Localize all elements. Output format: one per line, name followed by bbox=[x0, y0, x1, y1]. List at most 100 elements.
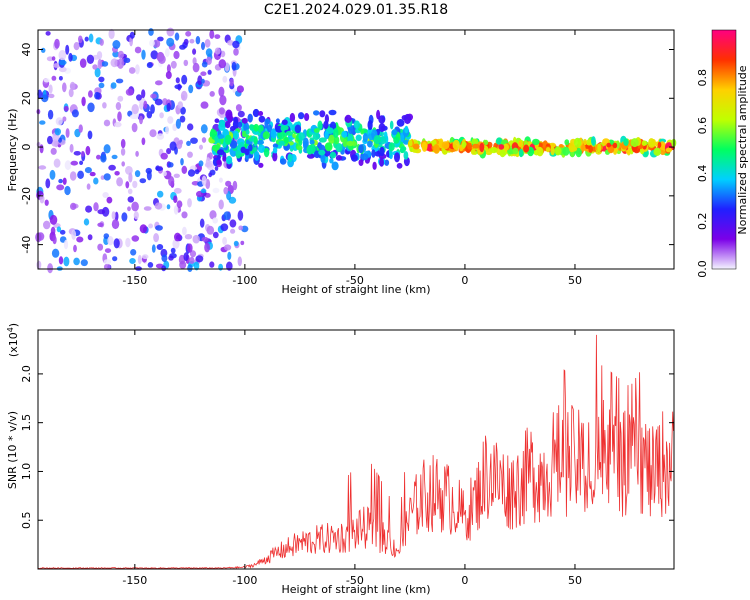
heatmap-cell-147 bbox=[172, 123, 178, 132]
heatmap-cell-798 bbox=[248, 137, 254, 142]
snr-xticks-label-3: 0 bbox=[461, 574, 468, 587]
heatmap-cell-1228 bbox=[433, 144, 440, 154]
snr-exponent-label: (x104) bbox=[6, 323, 20, 357]
heatmap-cell-436 bbox=[233, 48, 239, 56]
heatmap-cell-49 bbox=[83, 218, 90, 226]
heatmap-cell-457 bbox=[233, 240, 239, 247]
heatmap-cell-87 bbox=[166, 148, 172, 155]
heatmap-cell-419 bbox=[168, 162, 174, 168]
heatmap-cell-44 bbox=[86, 183, 91, 190]
heatmap-cell-423 bbox=[220, 50, 226, 58]
heatmap-cell-33 bbox=[179, 115, 186, 123]
heatmap-cell-397 bbox=[106, 196, 113, 204]
heatmap-cell-40 bbox=[94, 67, 101, 78]
heat-y-tick-label-3: 20 bbox=[20, 91, 33, 105]
heatmap-cell-417 bbox=[229, 219, 237, 228]
heatmap-cell-479 bbox=[113, 238, 120, 249]
snr-y-tick-label-3: 2.0 bbox=[20, 365, 33, 383]
heatmap-cell-86 bbox=[98, 76, 105, 83]
heatmap-cell-338 bbox=[110, 82, 117, 89]
heatmap-cell-794 bbox=[298, 112, 305, 120]
heatmap-cell-286 bbox=[175, 77, 180, 84]
heatmap-cell-424 bbox=[55, 117, 63, 126]
heatmap-cell-1288 bbox=[512, 147, 519, 155]
heatmap-cell-160 bbox=[47, 109, 54, 120]
heatmap-cell-446 bbox=[135, 150, 139, 157]
heatmap-cell-118 bbox=[92, 64, 98, 70]
heatmap-cell-580 bbox=[313, 110, 320, 116]
heatmap-cell-400 bbox=[205, 157, 211, 168]
heatmap-cell-497 bbox=[125, 88, 134, 96]
heatmap-cell-167 bbox=[149, 129, 157, 138]
heatmap-cell-804 bbox=[212, 157, 219, 167]
heatmap-cell-64 bbox=[81, 150, 85, 157]
snr-xticks-label-1: -100 bbox=[232, 574, 257, 587]
heatmap-cell-512 bbox=[56, 226, 62, 233]
heatmap-cell-1180 bbox=[648, 141, 656, 148]
heatmap-cell-172 bbox=[181, 165, 188, 174]
heatmap-cell-30 bbox=[88, 90, 93, 98]
heatmap-cell-1286 bbox=[641, 140, 647, 146]
heatmap-cell-421 bbox=[139, 178, 147, 184]
heatmap-cell-109 bbox=[108, 164, 116, 171]
heatmap-cell-77 bbox=[77, 170, 84, 179]
snr-x-ticks: -150 -100 -50 0 50 bbox=[122, 330, 582, 587]
heatmap-cell-936 bbox=[393, 136, 400, 144]
heatmap-cell-486 bbox=[71, 109, 79, 118]
snr-panel: -150 -100 -50 0 50 0.5 1.0 1.5 2.0 Height of st… bbox=[6, 323, 675, 596]
heatmap-cell-819 bbox=[320, 154, 326, 164]
heatmap-cell-793 bbox=[230, 126, 236, 131]
heatmap-cell-168 bbox=[198, 160, 204, 167]
heatmap-cell-39 bbox=[151, 244, 156, 253]
snr-y-tick-label-1: 1.0 bbox=[20, 463, 33, 481]
heatmap-cell-518 bbox=[153, 233, 160, 243]
heatmap-cell-136 bbox=[64, 160, 72, 171]
heatmap-cell-88 bbox=[209, 210, 217, 220]
heatmap-cell-760 bbox=[317, 120, 323, 131]
heat-xticks-label-0: -150 bbox=[122, 274, 147, 287]
heatmap-cell-481 bbox=[54, 128, 61, 136]
heatmap-cell-145 bbox=[162, 170, 167, 177]
heatmap-cell-83 bbox=[209, 261, 215, 268]
heatmap-cell-372 bbox=[223, 187, 229, 195]
heatmap-cell-482 bbox=[166, 27, 175, 37]
heatmap-cell-392 bbox=[123, 57, 131, 63]
heatmap-x-ticks: -150 -100 -50 0 50 bbox=[122, 30, 582, 287]
heatmap-cell-165 bbox=[156, 133, 165, 140]
heatmap-cell-907 bbox=[391, 129, 398, 136]
heatmap-cell-909 bbox=[306, 146, 313, 155]
heatmap-cell-1281 bbox=[665, 147, 673, 153]
heatmap-cell-1169 bbox=[653, 147, 661, 156]
heatmap-cell-473 bbox=[155, 166, 163, 171]
heatmap-cell-169 bbox=[58, 178, 63, 184]
heatmap-cell-258 bbox=[63, 105, 69, 112]
heatmap-cell-822 bbox=[287, 153, 293, 163]
heatmap-cell-461 bbox=[176, 140, 183, 150]
heatmap-cell-245 bbox=[36, 260, 42, 270]
heatmap-cell-843 bbox=[358, 144, 364, 154]
heatmap-cell-458 bbox=[139, 224, 148, 234]
heatmap-cell-892 bbox=[296, 145, 303, 151]
heatmap-cell-391 bbox=[84, 36, 89, 42]
heatmap-cell-347 bbox=[45, 178, 51, 189]
heatmap-cell-114 bbox=[80, 259, 88, 267]
heat-y-tick-label-1: -20 bbox=[20, 187, 33, 205]
heatmap-panel: -150 -100 -50 0 50 -40 -20 0 20 40 Height of str… bbox=[6, 27, 677, 296]
heatmap-cell-249 bbox=[170, 247, 176, 254]
heatmap-cell-1276 bbox=[498, 144, 505, 150]
heatmap-cell-62 bbox=[134, 46, 142, 54]
heatmap-cell-858 bbox=[212, 144, 220, 152]
heatmap-cell-11 bbox=[121, 212, 128, 222]
heatmap-cell-496 bbox=[187, 169, 196, 177]
heatmap-cell-869 bbox=[335, 155, 343, 161]
heatmap-cell-388 bbox=[97, 209, 106, 215]
heatmap-cell-119 bbox=[117, 95, 124, 102]
heatmap-cell-506 bbox=[54, 38, 60, 49]
heatmap-cell-449 bbox=[65, 44, 70, 55]
heatmap-cell-805 bbox=[367, 119, 373, 131]
heatmap-cell-1252 bbox=[518, 140, 523, 148]
heatmap-cell-918 bbox=[281, 119, 288, 125]
heatmap-cell-1262 bbox=[518, 148, 524, 158]
heatmap-cell-99 bbox=[226, 261, 233, 271]
heatmap-cell-353 bbox=[166, 37, 175, 47]
